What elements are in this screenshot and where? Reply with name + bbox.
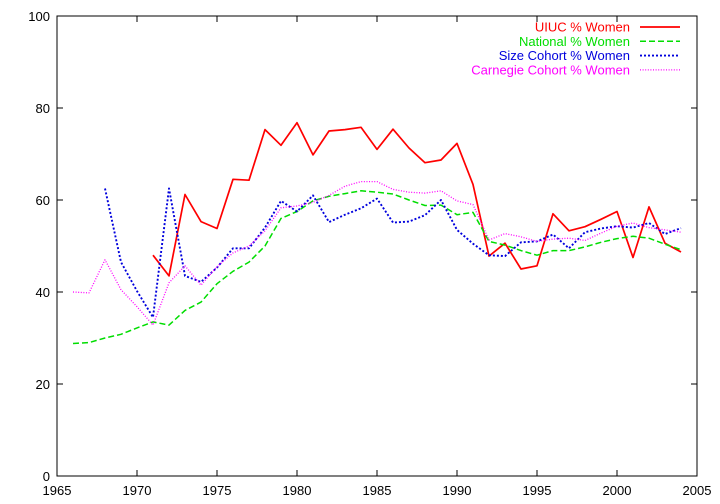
y-tick-label: 20 xyxy=(36,377,50,392)
y-tick-label: 40 xyxy=(36,285,50,300)
y-tick-label: 100 xyxy=(28,9,50,24)
plot-area-frame xyxy=(56,15,698,477)
legend-label-1: UIUC % Women xyxy=(535,20,630,35)
legend-label-2: National % Women xyxy=(519,34,630,49)
axis-ticks xyxy=(56,15,698,477)
series-layer xyxy=(72,121,682,345)
y-tick-label: 0 xyxy=(43,469,50,484)
series-line-2 xyxy=(72,190,682,345)
legend-label-4: Carnegie Cohort % Women xyxy=(471,62,630,77)
x-tick-label: 2005 xyxy=(683,483,712,498)
y-tick-label: 60 xyxy=(36,193,50,208)
legend-label-3: Size Cohort % Women xyxy=(499,48,630,63)
x-tick-label: 1985 xyxy=(363,483,392,498)
x-tick-label: 1995 xyxy=(523,483,552,498)
x-tick-label: 1980 xyxy=(283,483,312,498)
x-tick-label: 2000 xyxy=(603,483,632,498)
tick-labels: 1965 1970 1975 1980 1985 1990 1995 2000 2005 0 20 4… xyxy=(28,9,711,498)
series-line-1 xyxy=(152,121,682,277)
series-line-4 xyxy=(72,180,682,326)
x-tick-label: 1990 xyxy=(443,483,472,498)
y-tick-label: 80 xyxy=(36,101,50,116)
x-tick-label: 1975 xyxy=(203,483,232,498)
x-tick-label: 1970 xyxy=(123,483,152,498)
x-tick-label: 1965 xyxy=(43,483,72,498)
series-line-3 xyxy=(104,187,682,319)
